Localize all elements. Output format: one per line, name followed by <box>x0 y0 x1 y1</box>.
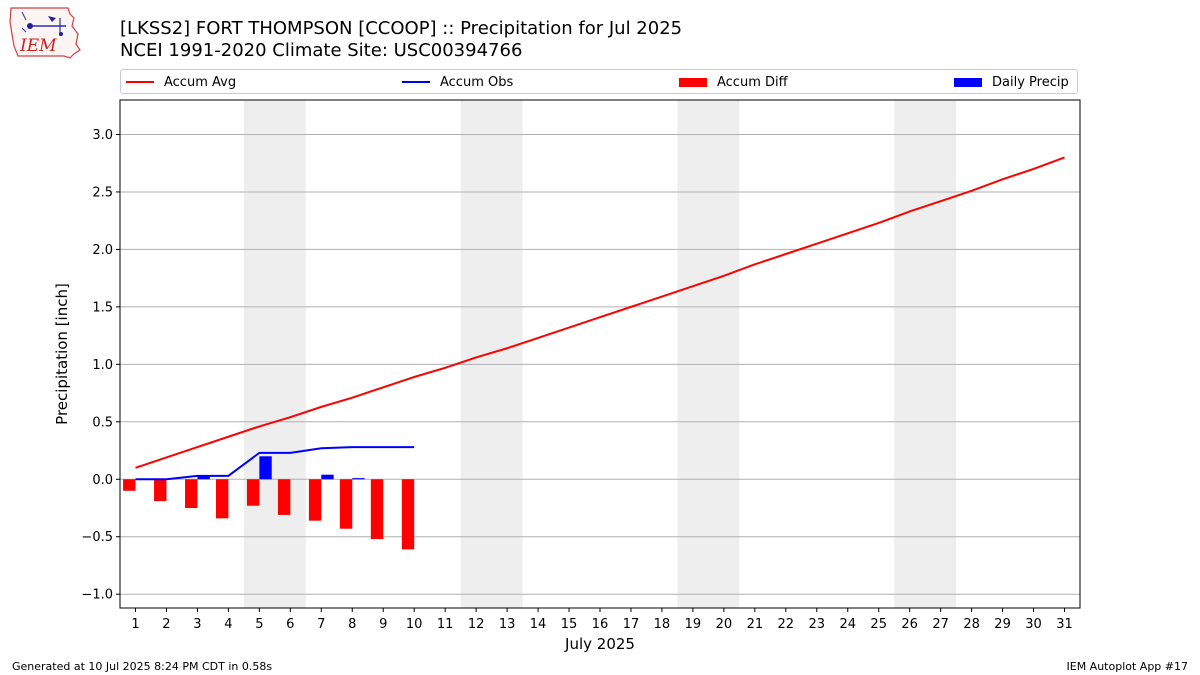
accum-diff-bar <box>401 479 415 550</box>
legend-swatch-accum-obs <box>402 81 430 83</box>
x-tick-label: 27 <box>932 617 949 632</box>
y-tick-label: 2.5 <box>92 185 113 200</box>
y-tick-label: 1.5 <box>92 300 113 315</box>
accum-diff-bar <box>370 479 384 540</box>
y-tick-label: 0.5 <box>92 415 113 430</box>
generated-note: Generated at 10 Jul 2025 8:24 PM CDT in … <box>12 660 273 673</box>
x-tick-label: 12 <box>468 617 485 632</box>
title-line-1: [LKSS2] FORT THOMPSON [CCOOP] :: Precipi… <box>120 18 683 39</box>
legend-swatch-daily-precip <box>954 77 982 87</box>
weekend-band <box>677 100 740 608</box>
x-tick-label: 3 <box>193 617 201 632</box>
x-tick-label: 28 <box>963 617 980 632</box>
iem-logo: IEM <box>9 7 81 59</box>
daily-precip-bar <box>259 456 272 480</box>
daily-precip-bar <box>197 475 210 480</box>
legend-swatch-accum-avg <box>126 81 154 83</box>
accum-diff-bar <box>308 479 322 521</box>
weekend-band <box>894 100 957 608</box>
app-credit: IEM Autoplot App #17 <box>1066 660 1189 673</box>
y-tick-label: −0.5 <box>81 530 113 545</box>
legend-item-accum-avg: Accum Avg <box>126 74 236 90</box>
y-tick-label: 3.0 <box>92 128 113 143</box>
accum-diff-bar <box>154 479 167 502</box>
x-tick-label: 30 <box>1025 617 1042 632</box>
accum-diff-bar <box>277 479 291 515</box>
x-tick-label: 19 <box>685 617 702 632</box>
legend-item-accum-diff: Accum Diff <box>679 74 788 90</box>
x-tick-label: 4 <box>224 617 232 632</box>
accum-obs-line <box>135 446 415 481</box>
legend-item-daily-precip: Daily Precip <box>954 74 1069 90</box>
legend-item-accum-obs: Accum Obs <box>402 74 513 90</box>
legend-label-accum-avg: Accum Avg <box>164 74 237 90</box>
x-tick-label: 9 <box>379 617 387 632</box>
title-line-2: NCEI 1991-2020 Climate Site: USC00394766 <box>120 40 523 61</box>
accum-diff-bar <box>123 479 136 491</box>
x-tick-label: 15 <box>561 617 578 632</box>
weekend-band <box>460 100 523 608</box>
x-axis-label: July 2025 <box>564 635 635 653</box>
x-tick-label: 26 <box>901 617 918 632</box>
x-tick-label: 23 <box>809 617 826 632</box>
x-tick-label: 11 <box>437 617 454 632</box>
legend-label-accum-diff: Accum Diff <box>717 74 788 90</box>
accum-diff-bar <box>246 479 260 506</box>
legend-label-accum-obs: Accum Obs <box>440 74 514 90</box>
daily-precip-bar <box>352 478 365 480</box>
legend-label-daily-precip: Daily Precip <box>992 74 1069 90</box>
x-tick-label: 14 <box>530 617 547 632</box>
x-tick-label: 2 <box>162 617 170 632</box>
x-tick-label: 10 <box>406 617 423 632</box>
accum-diff-bar <box>216 479 229 519</box>
y-tick-label: 1.0 <box>92 358 113 373</box>
x-tick-label: 31 <box>1056 617 1073 632</box>
accum-avg-line <box>135 156 1065 469</box>
x-tick-label: 13 <box>499 617 516 632</box>
x-tick-label: 24 <box>839 617 856 632</box>
x-tick-label: 1 <box>131 617 139 632</box>
accum-diff-bar <box>185 479 198 509</box>
x-tick-label: 8 <box>348 617 356 632</box>
accum-diff-bar <box>339 479 353 529</box>
x-tick-label: 7 <box>317 617 325 632</box>
x-tick-label: 25 <box>870 617 887 632</box>
legend-swatch-accum-diff <box>679 77 707 87</box>
y-tick-label: 0.0 <box>92 473 113 488</box>
daily-precip-bar <box>321 474 334 480</box>
chart-title: [LKSS2] FORT THOMPSON [CCOOP] :: Precipi… <box>120 18 682 62</box>
x-tick-label: 22 <box>778 617 795 632</box>
x-tick-label: 17 <box>623 617 640 632</box>
weekend-band <box>243 100 306 608</box>
y-tick-label: 2.0 <box>92 243 113 258</box>
x-tick-label: 16 <box>592 617 609 632</box>
x-tick-label: 20 <box>716 617 733 632</box>
x-tick-label: 5 <box>255 617 263 632</box>
x-tick-label: 6 <box>286 617 294 632</box>
x-tick-label: 29 <box>994 617 1011 632</box>
y-axis-label: Precipitation [inch] <box>53 283 71 425</box>
x-tick-label: 21 <box>747 617 764 632</box>
legend: Accum Avg Accum Obs Accum Diff Daily Pre… <box>120 69 1078 94</box>
x-tick-label: 18 <box>654 617 671 632</box>
logo-text: IEM <box>19 36 57 56</box>
y-tick-label: −1.0 <box>81 588 113 603</box>
